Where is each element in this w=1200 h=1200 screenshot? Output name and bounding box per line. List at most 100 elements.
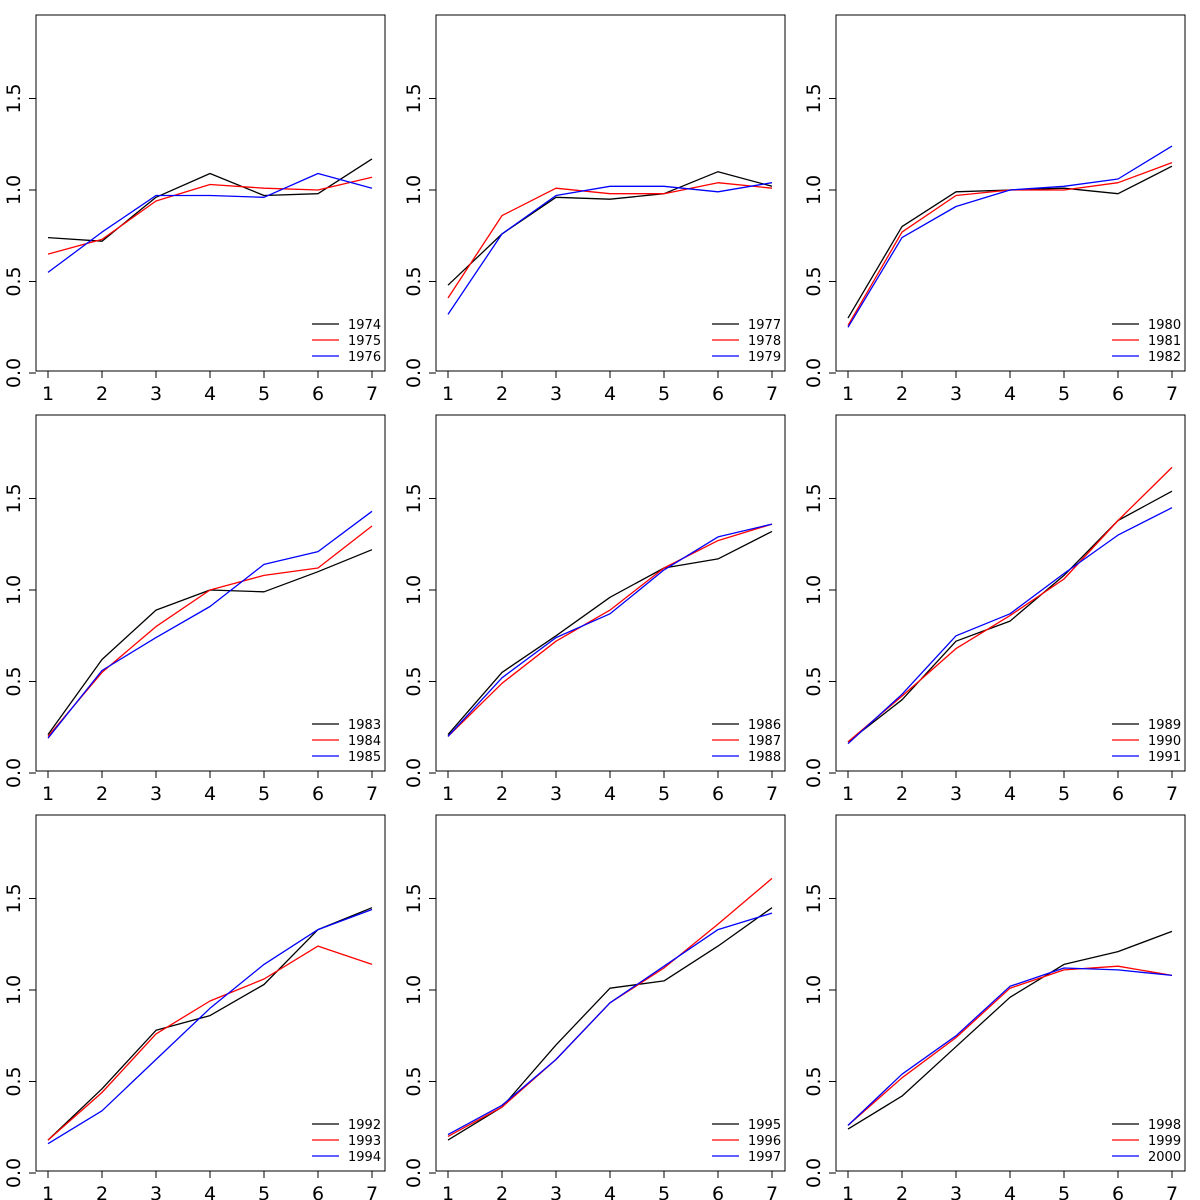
- y-tick-label: 1.5: [803, 83, 825, 113]
- x-tick-label: 4: [604, 383, 616, 405]
- x-tick-label: 7: [1166, 1183, 1178, 1200]
- y-tick-label: 0.5: [803, 266, 825, 296]
- y-tick-label: 1.0: [403, 575, 425, 605]
- x-tick-label: 3: [550, 383, 562, 405]
- legend-label: 1988: [748, 750, 781, 765]
- x-tick-label: 2: [96, 383, 108, 405]
- x-tick-label: 4: [1004, 1183, 1016, 1200]
- legend-label: 1975: [348, 334, 381, 349]
- legend-label: 1990: [1148, 734, 1181, 749]
- x-tick-label: 4: [604, 1183, 616, 1200]
- x-tick-label: 1: [842, 1183, 854, 1200]
- x-tick-label: 3: [950, 1183, 962, 1200]
- x-tick-label: 7: [366, 783, 378, 805]
- legend-label: 1979: [748, 350, 781, 365]
- y-tick-label: 0.0: [3, 358, 25, 388]
- x-tick-label: 1: [442, 383, 454, 405]
- plot-frame: [35, 814, 386, 1172]
- x-tick-label: 4: [204, 383, 216, 405]
- y-tick-label: 0.0: [803, 758, 825, 788]
- series-line-1995: [447, 907, 773, 1141]
- y-tick-label: 1.5: [403, 483, 425, 513]
- y-tick-label: 1.5: [3, 83, 25, 113]
- legend-label: 1981: [1148, 334, 1181, 349]
- legend-label: 1998: [1148, 1118, 1181, 1133]
- plot-frame: [435, 814, 786, 1172]
- series-line-1981: [847, 161, 1173, 326]
- series-line-2000: [847, 967, 1173, 1126]
- y-tick-label: 1.0: [803, 175, 825, 205]
- y-tick-label: 0.5: [3, 1066, 25, 1096]
- x-tick-label: 7: [766, 783, 778, 805]
- x-tick-label: 6: [1112, 783, 1124, 805]
- series-line-1985: [47, 510, 373, 739]
- series-line-1987: [447, 523, 773, 737]
- x-tick-label: 7: [766, 383, 778, 405]
- x-tick-label: 6: [312, 383, 324, 405]
- series-line-1994: [47, 908, 373, 1145]
- series-line-1988: [447, 523, 773, 737]
- y-tick-label: 0.0: [403, 358, 425, 388]
- series-line-1983: [47, 549, 373, 735]
- y-tick-label: 0.0: [403, 758, 425, 788]
- x-tick-label: 1: [442, 783, 454, 805]
- legend-label: 1992: [348, 1118, 381, 1133]
- legend-label: 1994: [348, 1150, 381, 1165]
- series-line-1976: [47, 172, 373, 273]
- legend-label: 1985: [348, 750, 381, 765]
- x-tick-label: 6: [1112, 1183, 1124, 1200]
- legend-label: 1997: [748, 1150, 781, 1165]
- series-line-1975: [47, 176, 373, 255]
- x-tick-label: 3: [550, 1183, 562, 1200]
- plot-frame: [435, 14, 786, 372]
- legend-label: 2000: [1148, 1150, 1181, 1165]
- legend-label: 1986: [748, 718, 781, 733]
- series-line-1977: [447, 171, 773, 286]
- x-tick-label: 2: [896, 783, 908, 805]
- x-tick-label: 1: [42, 383, 54, 405]
- x-tick-label: 4: [204, 783, 216, 805]
- legend-label: 1989: [1148, 718, 1181, 733]
- series-line-1978: [447, 182, 773, 299]
- series-line-1984: [47, 525, 373, 737]
- x-tick-label: 6: [312, 1183, 324, 1200]
- y-tick-label: 1.5: [3, 883, 25, 913]
- y-tick-label: 1.0: [803, 575, 825, 605]
- y-tick-label: 0.5: [3, 666, 25, 696]
- x-tick-label: 3: [950, 383, 962, 405]
- plot-frame: [835, 814, 1186, 1172]
- legend-label: 1974: [348, 318, 381, 333]
- x-tick-label: 7: [366, 383, 378, 405]
- x-tick-label: 2: [896, 383, 908, 405]
- x-tick-label: 5: [258, 383, 270, 405]
- x-tick-label: 4: [604, 783, 616, 805]
- y-tick-label: 1.5: [403, 883, 425, 913]
- x-tick-label: 7: [1166, 783, 1178, 805]
- series-line-1989: [847, 490, 1173, 743]
- legend-label: 1996: [748, 1134, 781, 1149]
- x-tick-label: 5: [658, 383, 670, 405]
- x-tick-label: 2: [496, 1183, 508, 1200]
- y-tick-label: 1.0: [403, 175, 425, 205]
- series-line-1996: [447, 877, 773, 1137]
- x-tick-label: 3: [150, 1183, 162, 1200]
- legend-label: 1993: [348, 1134, 381, 1149]
- series-line-1999: [847, 965, 1173, 1126]
- y-tick-label: 1.0: [3, 975, 25, 1005]
- x-tick-label: 4: [1004, 783, 1016, 805]
- x-tick-label: 2: [96, 1183, 108, 1200]
- legend-label: 1999: [1148, 1134, 1181, 1149]
- x-tick-label: 3: [950, 783, 962, 805]
- y-tick-label: 1.5: [803, 483, 825, 513]
- y-tick-label: 0.5: [803, 666, 825, 696]
- plot-frame: [835, 414, 1186, 772]
- x-tick-label: 6: [712, 1183, 724, 1200]
- x-tick-label: 7: [1166, 383, 1178, 405]
- y-tick-label: 0.0: [3, 758, 25, 788]
- x-tick-label: 5: [1058, 783, 1070, 805]
